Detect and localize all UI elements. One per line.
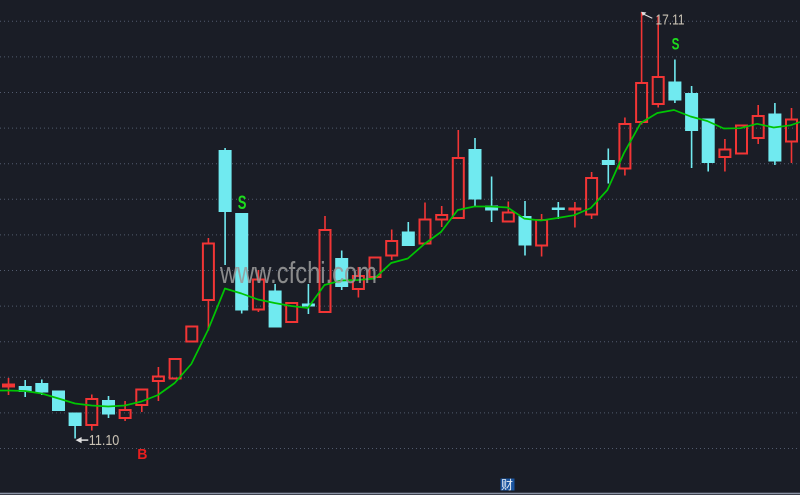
svg-text:www.cfchi.com: www.cfchi.com	[219, 255, 377, 290]
svg-text:B: B	[137, 446, 147, 463]
svg-text:S: S	[238, 193, 247, 214]
svg-text:S: S	[672, 34, 680, 53]
svg-text:11.10: 11.10	[89, 432, 120, 449]
svg-text:财: 财	[501, 478, 513, 492]
svg-text:17.11: 17.11	[656, 12, 685, 28]
